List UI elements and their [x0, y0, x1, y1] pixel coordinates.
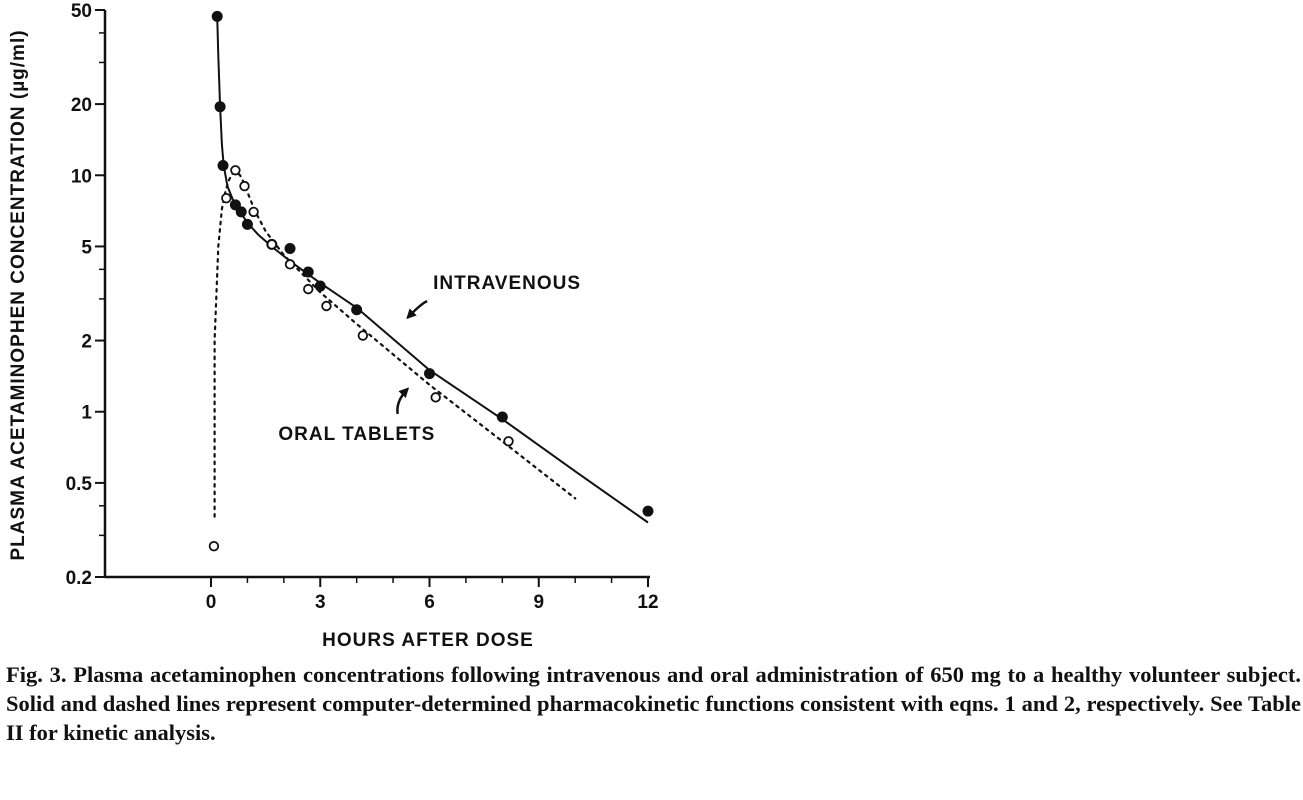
x-tick-label: 6	[424, 592, 435, 613]
label-intravenous: INTRAVENOUS	[433, 273, 581, 294]
iv-data-point	[211, 10, 223, 22]
y-tick-label: 20	[71, 95, 92, 116]
arrow-oral-tablets	[396, 387, 410, 415]
x-tick-label: 9	[533, 592, 544, 613]
oral-data-point	[303, 283, 314, 295]
annotations: INTRAVENOUS ORAL TABLETS	[278, 273, 581, 445]
oral-data-point	[503, 436, 514, 447]
iv-data-point	[302, 266, 314, 278]
oral-data-point	[430, 392, 441, 403]
iv-data-point	[235, 206, 247, 218]
iv-data-point	[496, 411, 508, 423]
y-tick-label: 50	[71, 1, 92, 22]
iv-data-point	[214, 101, 226, 113]
iv-data-point	[217, 159, 229, 171]
iv-data-point	[424, 368, 435, 380]
y-tick-label: 0.2	[66, 568, 92, 589]
data-points	[208, 10, 654, 552]
y-tick-label: 5	[81, 237, 92, 258]
y-tick-label: 10	[71, 166, 92, 187]
arrow-intravenous	[406, 299, 428, 320]
y-tick-label: 1	[81, 403, 92, 424]
x-tick-label: 12	[637, 592, 658, 613]
iv-data-point	[241, 218, 253, 230]
x-axis-label: HOURS AFTER DOSE	[322, 630, 534, 651]
oral-data-point	[208, 540, 220, 552]
label-oral-tablets: ORAL TABLETS	[278, 424, 435, 445]
oral-data-point	[266, 239, 278, 250]
oral-data-point	[221, 192, 232, 204]
oral-data-point	[248, 206, 259, 218]
oral-data-point	[321, 300, 332, 312]
iv-data-point	[642, 505, 654, 517]
iv-data-point	[284, 243, 296, 255]
x-tick-label: 0	[206, 592, 217, 613]
oral-data-point	[230, 165, 241, 176]
iv-fit-curve	[216, 16, 649, 524]
fitted-curves	[213, 16, 649, 524]
y-tick-label: 2	[81, 332, 92, 353]
oral-fit-curve	[213, 171, 577, 518]
figure-caption: Fig. 3. Plasma acetaminophen concentrati…	[6, 662, 1301, 745]
y-axis-label: PLASMA ACETAMINOPHEN CONCENTRATION (µg/m…	[8, 29, 29, 560]
x-tick-label: 3	[315, 592, 326, 613]
oral-data-point	[284, 259, 296, 270]
y-tick-label: 0.5	[66, 474, 93, 495]
iv-data-point	[229, 199, 241, 211]
oral-data-point	[357, 330, 369, 341]
iv-data-point	[314, 280, 326, 292]
oral-data-point	[239, 180, 250, 192]
iv-data-point	[351, 304, 363, 316]
